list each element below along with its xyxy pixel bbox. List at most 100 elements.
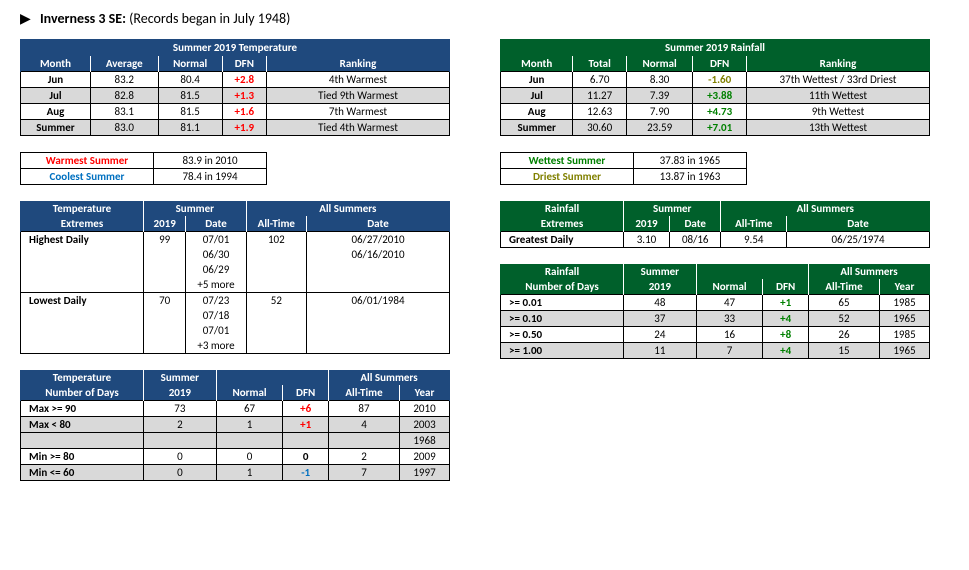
col-header: DFN — [693, 56, 747, 72]
cell — [283, 433, 329, 449]
cell: 65 — [808, 295, 879, 311]
cell: 1 — [216, 465, 283, 481]
row-label — [21, 338, 144, 354]
cell: 47 — [696, 295, 763, 311]
cell: 06/16/2010 — [307, 247, 450, 262]
cell: 1968 — [400, 433, 450, 449]
driest-label: Driest Summer — [501, 169, 634, 185]
cell — [328, 433, 399, 449]
cell — [307, 323, 450, 338]
col-header: Rainfall — [501, 264, 624, 279]
col-header: Summer — [144, 201, 247, 216]
rain-summary-table: Summer 2019 Rainfall Month Total Normal … — [500, 39, 930, 136]
cell: +1 — [283, 417, 329, 433]
rain-days-table: Rainfall Summer All Summers Number of Da… — [500, 264, 930, 359]
cell: 1985 — [880, 327, 930, 343]
cell: 82.8 — [90, 88, 158, 104]
cell: 23.59 — [626, 120, 692, 136]
record-note: (Records began in July 1948) — [129, 10, 290, 27]
cell: Jul — [501, 88, 573, 104]
wettest-label: Wettest Summer — [501, 153, 634, 169]
col-header: Date — [669, 216, 721, 232]
col-header: 2019 — [624, 279, 697, 295]
cell: 11 — [624, 343, 697, 359]
row-label: >= 0.10 — [501, 311, 624, 327]
row-label — [21, 433, 144, 449]
location-name: Inverness 3 SE: — [40, 10, 126, 27]
col-header: Date — [186, 216, 246, 232]
cell: 16 — [696, 327, 763, 343]
col-header: All Summers — [328, 370, 449, 385]
cell: 06/25/1974 — [787, 232, 930, 248]
col-header: Ranking — [747, 56, 930, 72]
col-header: Normal — [158, 56, 222, 72]
cell: Summer — [21, 120, 91, 136]
cell: 4 — [328, 417, 399, 433]
cell: -1.60 — [693, 72, 747, 88]
row-label: Max >= 90 — [21, 401, 144, 417]
cell — [216, 433, 283, 449]
rain-records-table: Wettest Summer37.83 in 1965 Driest Summe… — [500, 152, 747, 185]
cell: +4 — [763, 343, 809, 359]
cell: 1965 — [880, 343, 930, 359]
col-header: Ranking — [267, 56, 450, 72]
col-header: Date — [787, 216, 930, 232]
cell: 08/16 — [669, 232, 721, 248]
cell: +4.73 — [693, 104, 747, 120]
cell — [144, 338, 186, 354]
cell: +6 — [283, 401, 329, 417]
row-label — [21, 308, 144, 323]
cell — [246, 308, 306, 323]
col-header: Normal — [216, 385, 283, 401]
cell: 99 — [144, 232, 186, 248]
cell: +1.6 — [222, 104, 266, 120]
cell: 07/01 — [186, 232, 246, 248]
cell: 4th Warmest — [267, 72, 450, 88]
cell: 07/01 — [186, 323, 246, 338]
expand-icon: ▶ — [20, 10, 31, 27]
col-header: 2019 — [144, 216, 186, 232]
col-header: Date — [307, 216, 450, 232]
row-label: Lowest Daily — [21, 293, 144, 309]
cell: 11th Wettest — [747, 88, 930, 104]
cell: +8 — [763, 327, 809, 343]
cell: 83.2 — [90, 72, 158, 88]
cell: +2.8 — [222, 72, 266, 88]
row-label: Min >= 80 — [21, 449, 144, 465]
col-header: Number of Days — [21, 385, 144, 401]
page-title: ▶ Inverness 3 SE: (Records began in July… — [20, 10, 949, 27]
col-header: Temperature — [21, 201, 144, 216]
cell — [307, 262, 450, 277]
coolest-value: 78.4 in 1994 — [154, 169, 267, 185]
col-header: Month — [21, 56, 91, 72]
cell: 06/01/1984 — [307, 293, 450, 309]
cell: 06/27/2010 — [307, 232, 450, 248]
cell: 2010 — [400, 401, 450, 417]
temp-summary-table: Summer 2019 Temperature Month Average No… — [20, 39, 450, 136]
cell: Summer — [501, 120, 573, 136]
cell: 6.70 — [573, 72, 627, 88]
col-header: 2019 — [144, 385, 217, 401]
cell: 11.27 — [573, 88, 627, 104]
cell: +7.01 — [693, 120, 747, 136]
row-label: Greatest Daily — [501, 232, 624, 248]
cell: 9.54 — [721, 232, 787, 248]
row-label — [21, 277, 144, 293]
cell: 8.30 — [626, 72, 692, 88]
cell: +3.88 — [693, 88, 747, 104]
cell — [307, 308, 450, 323]
coolest-label: Coolest Summer — [21, 169, 154, 185]
col-header: Rainfall — [501, 201, 624, 216]
col-header: DFN — [222, 56, 266, 72]
col-header: Summer — [144, 370, 217, 385]
col-header: Summer — [624, 201, 721, 216]
cell: 81.1 — [158, 120, 222, 136]
cell — [246, 262, 306, 277]
cell: Jun — [501, 72, 573, 88]
row-label: Min <= 60 — [21, 465, 144, 481]
cell: 83.1 — [90, 104, 158, 120]
cell: 07/18 — [186, 308, 246, 323]
cell: 0 — [144, 465, 217, 481]
col-header: All-Time — [808, 279, 879, 295]
rain-extremes-table: Rainfall Summer All Summers Extremes 201… — [500, 201, 930, 248]
